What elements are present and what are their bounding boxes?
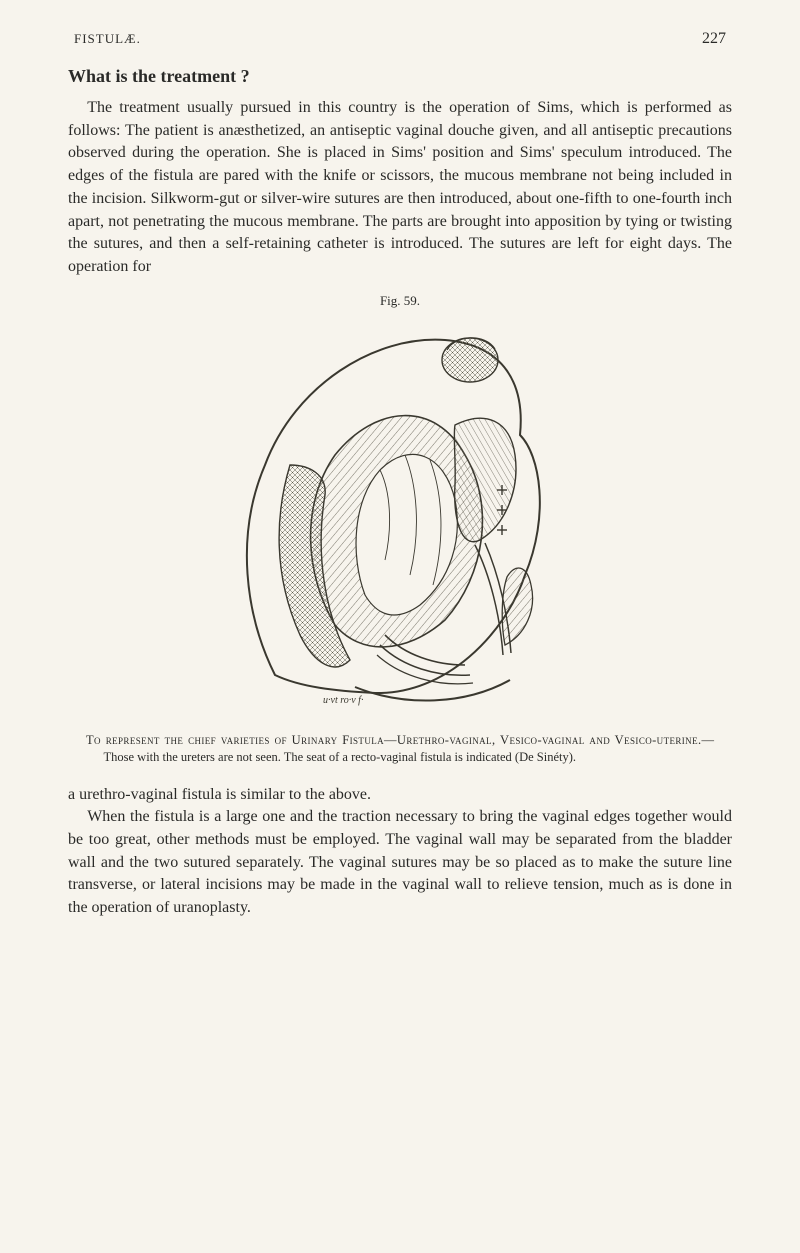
page-number: 227: [702, 30, 726, 48]
body-paragraph-1: The treatment usually pursued in this co…: [68, 97, 732, 279]
figure-container: u·vt ro·v f·: [68, 315, 732, 720]
svg-text:u·vt ro·v f·: u·vt ro·v f·: [323, 695, 363, 706]
question-heading: What is the treatment ?: [68, 66, 732, 87]
anatomical-figure: u·vt ro·v f·: [205, 315, 595, 715]
figure-label: Fig. 59.: [68, 293, 732, 309]
running-head: FISTULÆ.: [74, 31, 141, 47]
body-paragraph-3: When the fistula is a large one and the …: [68, 806, 732, 920]
caption-lead: To represent the chief varieties of Urin…: [86, 733, 702, 747]
body-paragraph-2: a urethro-vaginal fistula is similar to …: [68, 784, 732, 807]
figure-caption: To represent the chief varieties of Urin…: [86, 732, 714, 766]
page-header: FISTULÆ. 227: [68, 30, 732, 48]
